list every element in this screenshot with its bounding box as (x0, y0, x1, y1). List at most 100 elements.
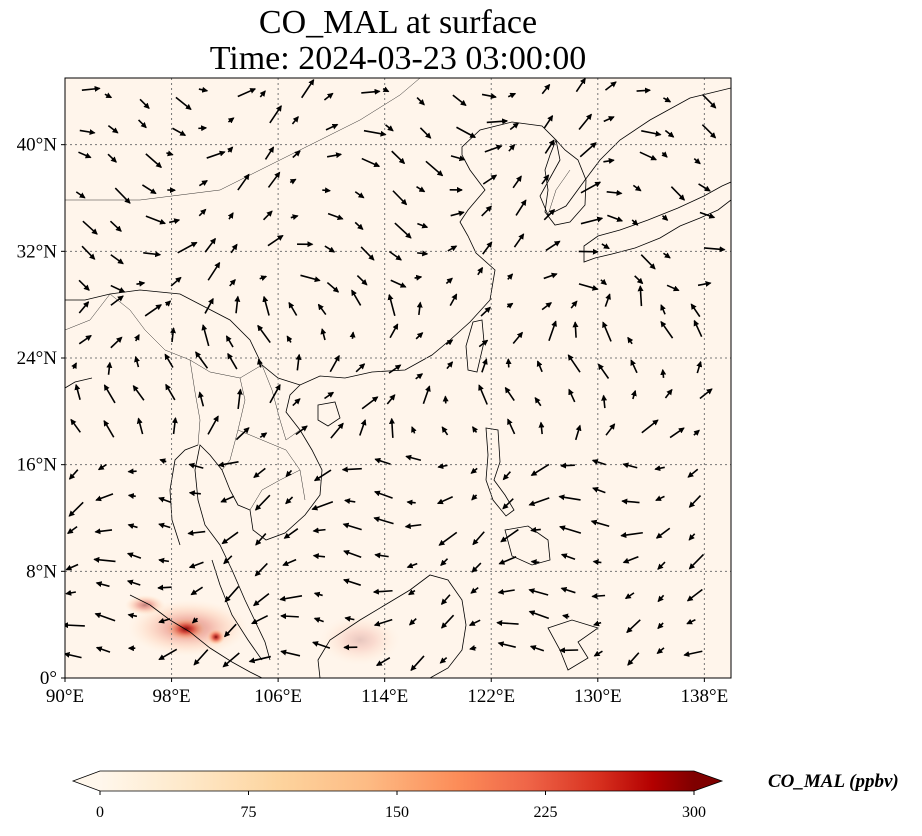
wind-arrow (313, 591, 323, 598)
wind-arrow (251, 614, 269, 625)
wind-arrow (604, 293, 611, 307)
wind-arrow (201, 324, 210, 347)
wind-arrow (262, 210, 273, 221)
wind-arrow (541, 83, 551, 95)
wind-arrow (330, 422, 344, 439)
wind-arrow (627, 336, 634, 345)
wind-arrow (637, 285, 644, 307)
wind-arrow (143, 251, 162, 258)
wind-arrow (110, 284, 126, 293)
wind-arrow (631, 219, 639, 226)
wind-arrow (416, 185, 426, 193)
wind-arrow (591, 459, 607, 466)
wind-arrow (188, 490, 201, 497)
wind-arrow (389, 323, 399, 339)
tick-label-lon: 122°E (467, 686, 515, 707)
wind-arrow (593, 620, 602, 627)
wind-arrow (447, 245, 458, 252)
wind-arrow (351, 289, 362, 306)
tick-label-lon: 98°E (152, 686, 190, 707)
wind-arrow (94, 612, 116, 622)
wind-arrow (363, 129, 387, 137)
wind-arrow (324, 391, 335, 400)
wind-arrow (289, 178, 297, 185)
wind-arrow (687, 468, 699, 478)
wind-arrow (472, 426, 479, 433)
wind-arrow (145, 153, 162, 168)
wind-arrow (78, 334, 92, 345)
wind-arrow (230, 243, 238, 254)
wind-arrow (512, 175, 522, 189)
coastline-hainan (317, 401, 341, 427)
wind-arrow (440, 558, 449, 567)
wind-arrow (502, 498, 514, 510)
wind-arrow (127, 523, 138, 530)
wind-arrow (438, 531, 458, 546)
wind-arrow (141, 184, 157, 195)
wind-arrow (669, 427, 685, 439)
coastline-india-east (65, 377, 93, 389)
wind-arrow (103, 419, 115, 438)
wind-arrow (405, 454, 422, 462)
wind-arrow (78, 279, 90, 291)
wind-arrow (394, 222, 412, 239)
wind-arrow (292, 150, 301, 159)
wind-arrow (621, 498, 640, 505)
wind-arrow (237, 173, 250, 191)
wind-arrow (254, 494, 271, 511)
wind-arrow (456, 126, 477, 139)
wind-arrow (534, 396, 542, 407)
wind-arrow (600, 278, 607, 286)
wind-arrow (469, 644, 477, 651)
wind-arrow (468, 619, 481, 626)
wind-arrow (354, 191, 365, 199)
wind-arrow (445, 339, 454, 346)
wind-arrow (436, 496, 454, 505)
wind-arrow (106, 361, 113, 375)
wind-arrow (640, 254, 656, 270)
wind-arrow (126, 552, 142, 559)
wind-arrow (590, 519, 610, 528)
wind-arrow (253, 592, 270, 607)
wind-arrow (165, 383, 176, 401)
wind-arrow (136, 417, 144, 435)
coastline-sumatra (129, 594, 263, 678)
wind-arrow (325, 123, 339, 131)
wind-arrow (195, 351, 209, 369)
wind-arrow (349, 331, 356, 339)
wind-arrow (541, 302, 552, 311)
wind-arrow (591, 593, 606, 600)
wind-arrow (387, 293, 396, 317)
wind-arrow (374, 457, 391, 465)
wind-arrow (574, 424, 582, 441)
wind-arrow (75, 191, 86, 199)
wind-arrow (512, 331, 523, 345)
tick-label-lat: 32°N (17, 241, 58, 262)
wind-arrow (326, 281, 340, 293)
wind-arrow (699, 388, 713, 400)
wind-arrow (264, 146, 275, 160)
wind-arrow (440, 614, 455, 629)
wind-arrow (445, 277, 453, 285)
wind-arrow (144, 304, 162, 317)
wind-arrow (259, 275, 268, 281)
wind-arrow (104, 92, 113, 99)
wind-arrow (343, 549, 362, 559)
colorbar-tick-label: 0 (96, 804, 104, 821)
colorbar-extend-low (73, 771, 100, 791)
colorbar-tick-label: 75 (241, 804, 257, 821)
country-borders (65, 78, 571, 511)
wind-arrow (620, 531, 643, 539)
colorbar-tick-label: 225 (534, 804, 558, 821)
wind-arrow (257, 324, 271, 344)
wind-arrow (68, 469, 79, 480)
wind-arrow (139, 98, 150, 109)
wind-arrow (627, 652, 640, 666)
wind-arrow (506, 302, 514, 309)
wind-arrow (95, 646, 111, 653)
wind-arrow (470, 467, 478, 474)
wind-arrow (481, 358, 488, 373)
wind-arrow (227, 117, 235, 124)
wind-arrow (188, 462, 204, 469)
wind-arrow (198, 208, 207, 217)
